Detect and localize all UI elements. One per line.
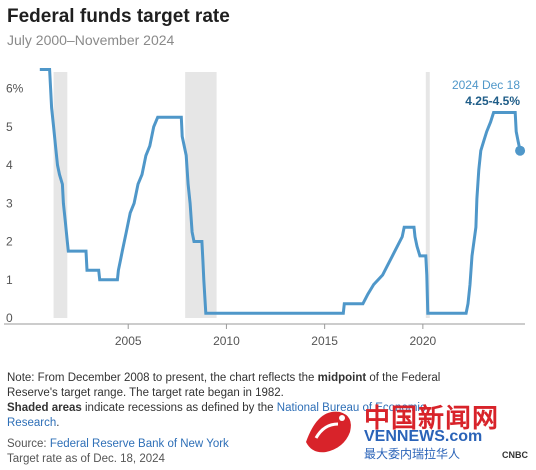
annotation-date: 2024 Dec 18 [452, 78, 520, 92]
note-line1-prefix: Note: From December 2008 to present, the… [7, 372, 318, 384]
watermark-logo-icon [306, 411, 351, 453]
watermark-cn: 中国新闻网 [364, 404, 500, 434]
watermark-sub: 最大委内瑞拉华人 [364, 447, 461, 461]
cnbc-logo: CNBC [502, 450, 528, 460]
chart-subtitle: July 2000–November 2024 [7, 32, 175, 48]
chart-source: Source: Federal Reserve Bank of New York… [7, 437, 229, 467]
series-line [39, 68, 522, 315]
annotation-value: 4.25-4.5% [465, 94, 520, 108]
source-label: Source: [7, 438, 50, 450]
x-tick-label: 2010 [213, 334, 240, 348]
note-line3-text: indicate recessions as defined by the [81, 402, 277, 414]
note-line4-end: . [56, 417, 60, 429]
watermark: 中国新闻网 VENNEWS.com 最大委内瑞拉华人 CNBC [298, 398, 530, 464]
watermark-en: VENNEWS.com [364, 428, 483, 445]
chart-note: Note: From December 2008 to present, the… [7, 371, 512, 431]
recession-band [425, 72, 430, 318]
y-tick-label: 5 [6, 120, 13, 134]
y-tick-label: 3 [6, 196, 13, 210]
chart-title: Federal funds target rate [7, 6, 230, 27]
y-axis: 0 1 2 3 4 5 6% [6, 82, 24, 325]
note-line1-bold: midpoint [317, 372, 367, 384]
x-tick-label: 2005 [115, 334, 142, 348]
y-tick-label: 0 [6, 311, 13, 325]
note-line3-bold: Shaded areas [7, 402, 82, 414]
y-tick-label: 6% [6, 82, 24, 96]
x-tick-label: 2020 [410, 334, 437, 348]
series-end-point [515, 145, 526, 156]
nber-link[interactable]: National Bureau of Economic [276, 402, 426, 414]
y-tick-label: 2 [6, 235, 13, 249]
x-axis: 2005 2010 2015 2020 [115, 324, 437, 348]
x-tick-label: 2015 [311, 334, 338, 348]
recession-band [53, 72, 68, 318]
y-tick-label: 1 [6, 273, 13, 287]
nber-link-continued[interactable]: Research [7, 417, 57, 429]
note-line1-suffix: of the Federal [366, 372, 441, 384]
source-link[interactable]: Federal Reserve Bank of New York [49, 438, 229, 450]
y-tick-label: 4 [6, 158, 13, 172]
as-of-date: Target rate as of Dec. 18, 2024 [7, 453, 165, 465]
note-line2: Reserve's target range. The target rate … [7, 387, 284, 399]
